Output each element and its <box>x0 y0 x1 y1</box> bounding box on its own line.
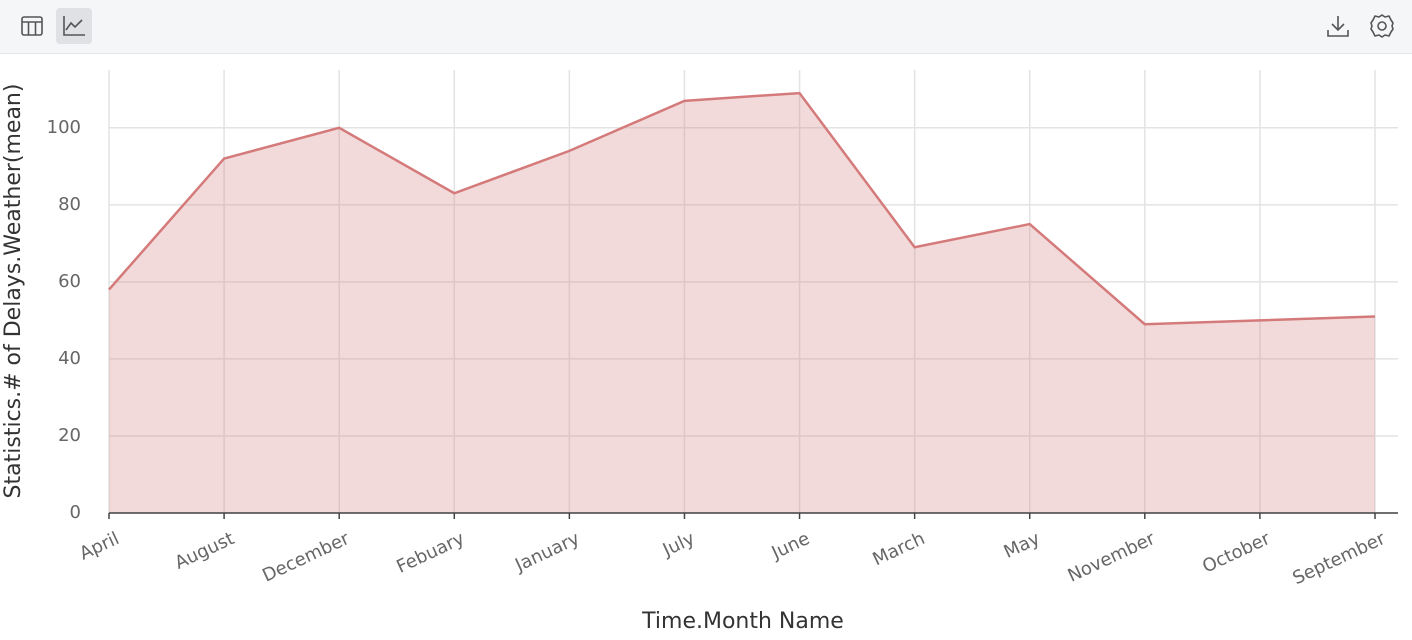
download-button[interactable] <box>1320 8 1356 44</box>
x-tick-label: January <box>511 528 583 576</box>
chart-view-button[interactable] <box>56 8 92 44</box>
x-tick-label: November <box>1065 528 1159 587</box>
y-tick-label: 40 <box>58 348 81 369</box>
x-tick-label: May <box>1001 528 1044 563</box>
y-tick-label: 100 <box>47 117 81 138</box>
area-fill <box>109 93 1375 514</box>
table-view-button[interactable] <box>14 8 50 44</box>
x-tick-label: October <box>1199 528 1274 578</box>
x-tick-label: September <box>1289 528 1389 589</box>
y-axis-title: Statistics.# of Delays.Weather(mean) <box>1 84 26 499</box>
x-tick-label: July <box>659 528 698 561</box>
y-tick-label: 0 <box>70 502 81 523</box>
y-tick-label: 80 <box>58 194 81 215</box>
x-tick-label: December <box>259 528 353 587</box>
x-tick-label: Febuary <box>393 528 468 578</box>
area-line <box>108 91 1376 326</box>
x-tick-label: April <box>76 528 122 564</box>
x-tick-label: August <box>172 528 238 574</box>
settings-button[interactable] <box>1364 8 1400 44</box>
y-tick-label: 20 <box>58 425 81 446</box>
y-tick-label: 60 <box>58 271 81 292</box>
toolbar <box>0 0 1412 54</box>
x-axis-title: Time.Month Name <box>641 609 844 634</box>
chart: Time.Month Name Statistics.# of Delays.W… <box>1 70 1398 634</box>
x-tick-label: June <box>768 528 813 564</box>
x-tick-label: March <box>870 528 929 570</box>
